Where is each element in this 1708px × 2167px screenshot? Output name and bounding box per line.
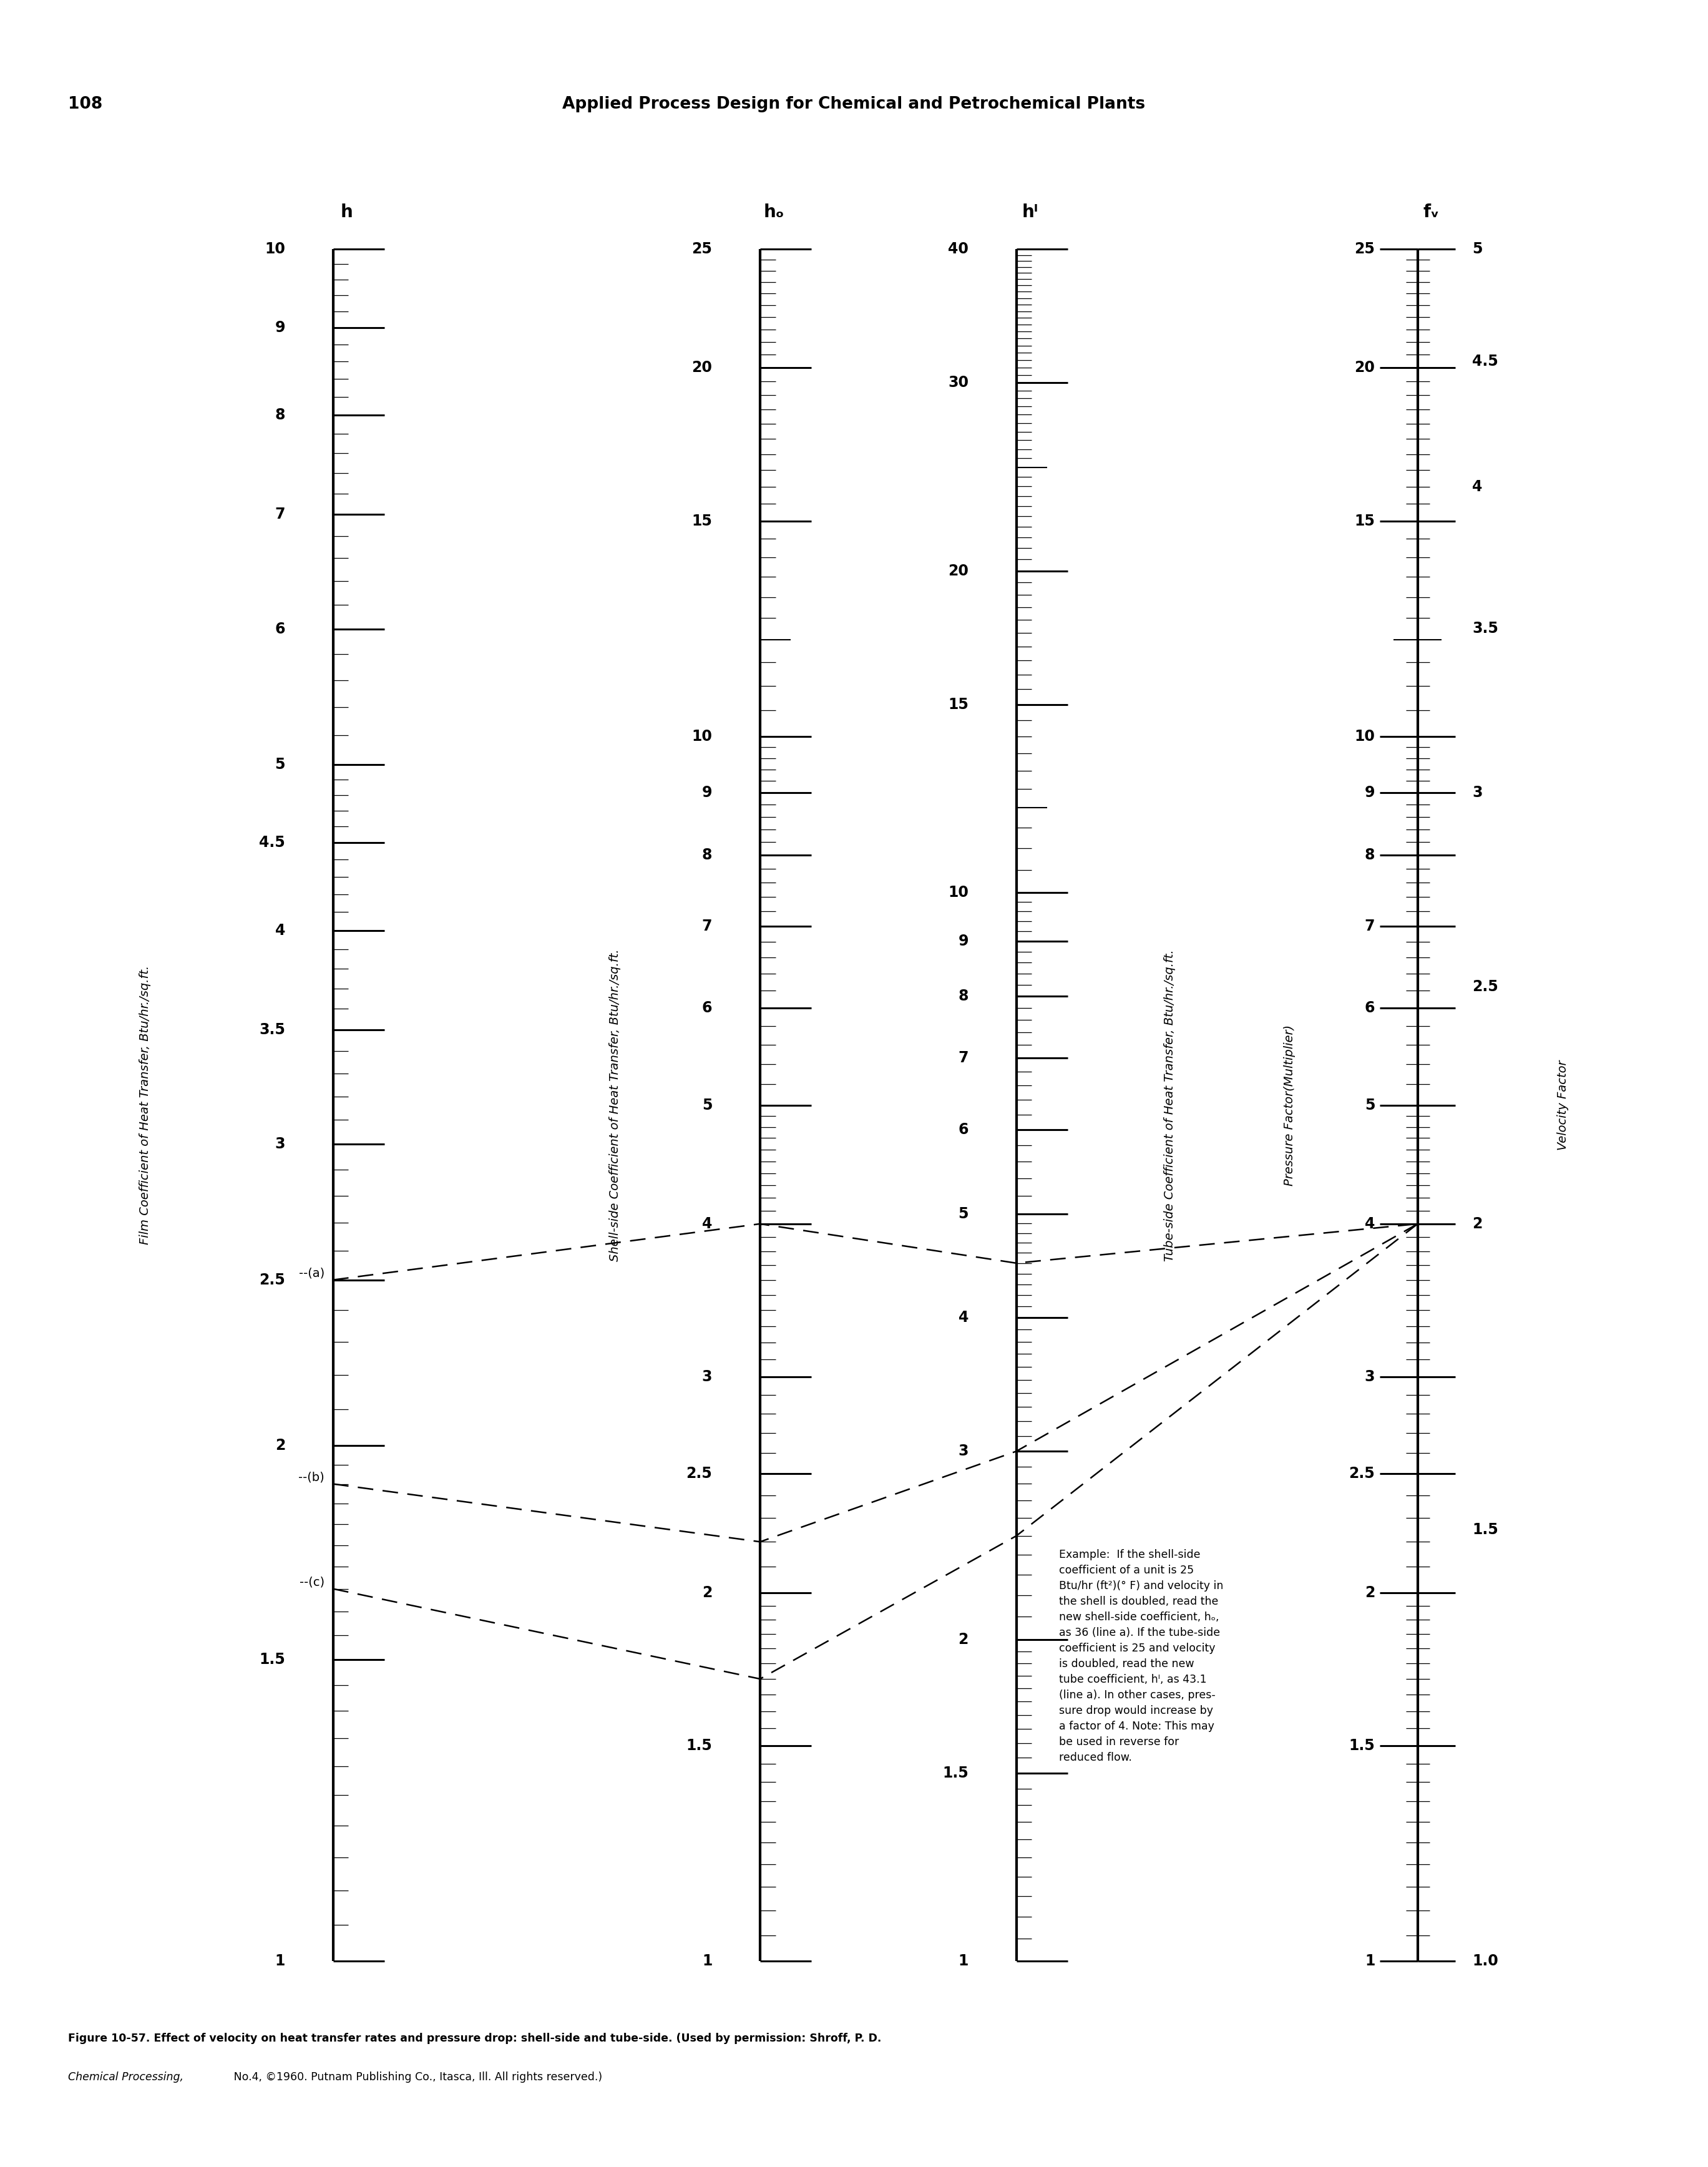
- Text: 20: 20: [948, 563, 968, 579]
- Text: Shell-side Coefficient of Heat Transfer, Btu/hr./sq.ft.: Shell-side Coefficient of Heat Transfer,…: [610, 949, 620, 1261]
- Text: --(b): --(b): [299, 1471, 325, 1484]
- Text: 6: 6: [1365, 1001, 1375, 1016]
- Text: No.4, ©1960. Putnam Publishing Co., Itasca, Ill. All rights reserved.): No.4, ©1960. Putnam Publishing Co., Itas…: [231, 2072, 603, 2082]
- Text: Applied Process Design for Chemical and Petrochemical Plants: Applied Process Design for Chemical and …: [562, 95, 1146, 113]
- Text: 1: 1: [702, 1955, 712, 1968]
- Text: 1: 1: [958, 1955, 968, 1968]
- Text: 20: 20: [692, 360, 712, 375]
- Text: Tube-side Coefficient of Heat Transfer, Btu/hr./sq.ft.: Tube-side Coefficient of Heat Transfer, …: [1165, 949, 1175, 1261]
- Text: 8: 8: [702, 847, 712, 862]
- Text: 9: 9: [702, 784, 712, 800]
- Text: 2.5: 2.5: [1472, 979, 1498, 995]
- Text: 6: 6: [958, 1123, 968, 1138]
- Text: 5: 5: [702, 1099, 712, 1112]
- Text: --(c): --(c): [299, 1575, 325, 1588]
- Text: 25: 25: [692, 243, 712, 256]
- Text: Example:  If the shell-side
coefficient of a unit is 25
Btu/hr (ft²)(° F) and ve: Example: If the shell-side coefficient o…: [1059, 1549, 1223, 1764]
- Text: --(a): --(a): [299, 1268, 325, 1279]
- Text: Film Coefficient of Heat Transfer, Btu/hr./sq.ft.: Film Coefficient of Heat Transfer, Btu/h…: [140, 966, 150, 1244]
- Text: Pressure Factor(Multiplier): Pressure Factor(Multiplier): [1284, 1025, 1295, 1185]
- Text: 1.5: 1.5: [1472, 1523, 1498, 1536]
- Text: 6: 6: [702, 1001, 712, 1016]
- Text: h: h: [340, 204, 354, 221]
- Text: 7: 7: [958, 1051, 968, 1066]
- Text: 4.5: 4.5: [260, 836, 285, 849]
- Text: 3.5: 3.5: [260, 1023, 285, 1038]
- Text: 8: 8: [275, 407, 285, 423]
- Text: 5: 5: [958, 1207, 968, 1222]
- Text: 30: 30: [948, 375, 968, 390]
- Text: 25: 25: [1354, 243, 1375, 256]
- Text: 3.5: 3.5: [1472, 622, 1498, 637]
- Text: 1.5: 1.5: [1349, 1738, 1375, 1753]
- Text: hₒ: hₒ: [763, 204, 784, 221]
- Text: 4.5: 4.5: [1472, 353, 1498, 368]
- Text: fᵥ: fᵥ: [1423, 204, 1440, 221]
- Text: 7: 7: [1365, 919, 1375, 934]
- Text: 9: 9: [275, 321, 285, 336]
- Text: Figure 10-57. Effect of velocity on heat transfer rates and pressure drop: shell: Figure 10-57. Effect of velocity on heat…: [68, 2033, 885, 2043]
- Text: 3: 3: [275, 1138, 285, 1153]
- Text: 10: 10: [692, 728, 712, 743]
- Text: 4: 4: [958, 1311, 968, 1326]
- Text: 5: 5: [1365, 1099, 1375, 1112]
- Text: 10: 10: [1354, 728, 1375, 743]
- Text: Chemical Processing,: Chemical Processing,: [68, 2072, 184, 2082]
- Text: hᴵ: hᴵ: [1021, 204, 1038, 221]
- Text: 1.5: 1.5: [260, 1651, 285, 1666]
- Text: 2: 2: [275, 1439, 285, 1454]
- Text: 15: 15: [1354, 514, 1375, 529]
- Text: 10: 10: [948, 884, 968, 899]
- Text: 3: 3: [702, 1370, 712, 1385]
- Text: 2: 2: [702, 1584, 712, 1599]
- Text: 2.5: 2.5: [260, 1272, 285, 1287]
- Text: 3: 3: [958, 1443, 968, 1458]
- Text: 40: 40: [948, 243, 968, 256]
- Text: 7: 7: [275, 507, 285, 522]
- Text: 4: 4: [1365, 1216, 1375, 1231]
- Text: 1: 1: [275, 1955, 285, 1968]
- Text: 1.0: 1.0: [1472, 1955, 1498, 1968]
- Text: 1.5: 1.5: [687, 1738, 712, 1753]
- Text: 5: 5: [275, 756, 285, 771]
- Text: 5: 5: [1472, 243, 1483, 256]
- Text: 15: 15: [692, 514, 712, 529]
- Text: 9: 9: [1365, 784, 1375, 800]
- Text: 4: 4: [1472, 479, 1483, 494]
- Text: 2: 2: [958, 1632, 968, 1647]
- Text: 3: 3: [1365, 1370, 1375, 1385]
- Text: 10: 10: [265, 243, 285, 256]
- Text: 8: 8: [1365, 847, 1375, 862]
- Text: 1: 1: [1365, 1955, 1375, 1968]
- Text: 9: 9: [958, 934, 968, 949]
- Text: 2: 2: [1472, 1216, 1483, 1231]
- Text: 108: 108: [68, 95, 102, 113]
- Text: 4: 4: [702, 1216, 712, 1231]
- Text: Velocity Factor: Velocity Factor: [1558, 1060, 1568, 1151]
- Text: 2: 2: [1365, 1584, 1375, 1599]
- Text: 3: 3: [1472, 784, 1483, 800]
- Text: 7: 7: [702, 919, 712, 934]
- Text: 15: 15: [948, 698, 968, 713]
- Text: 2.5: 2.5: [687, 1467, 712, 1482]
- Text: 8: 8: [958, 988, 968, 1003]
- Text: 20: 20: [1354, 360, 1375, 375]
- Text: 6: 6: [275, 622, 285, 637]
- Text: 2.5: 2.5: [1349, 1467, 1375, 1482]
- Text: 4: 4: [275, 923, 285, 938]
- Text: 1.5: 1.5: [943, 1766, 968, 1781]
